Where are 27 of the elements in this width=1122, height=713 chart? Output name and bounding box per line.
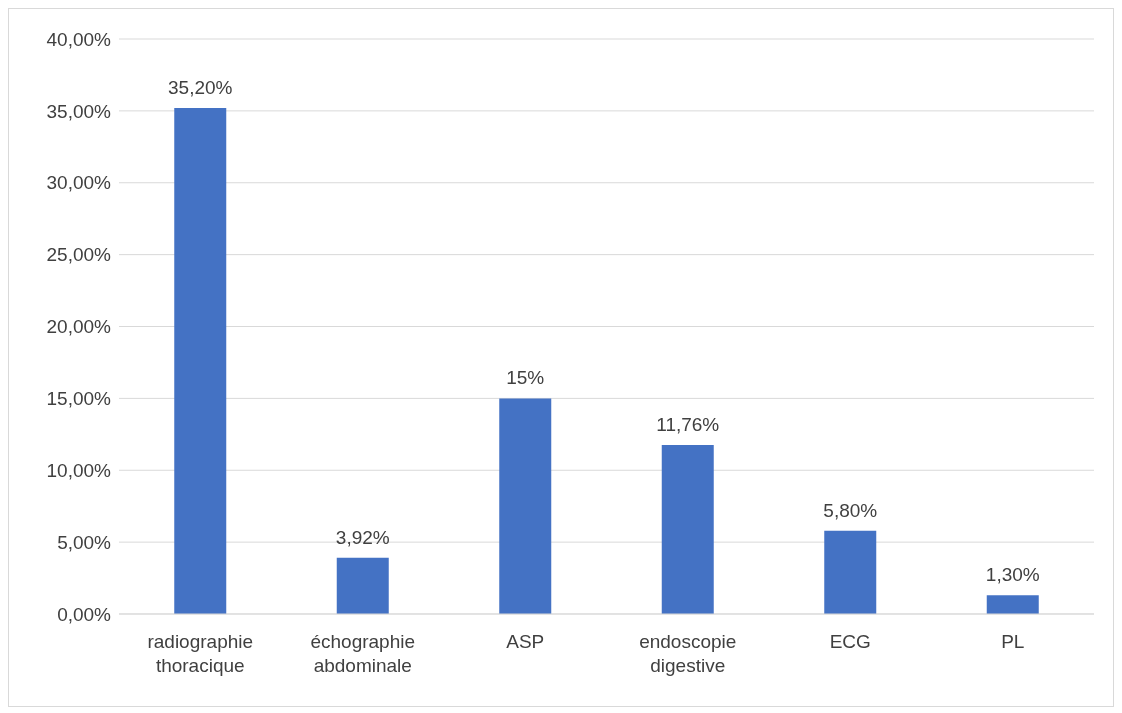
x-tick-label: ASP — [506, 631, 545, 652]
y-tick-label: 15,00% — [46, 388, 112, 410]
y-tick-label: 25,00% — [46, 244, 112, 266]
data-label: 1,30% — [985, 564, 1040, 586]
y-tick-label: 20,00% — [46, 316, 112, 338]
bar — [824, 530, 877, 614]
y-tick-label: 30,00% — [46, 172, 112, 194]
y-tick-label: 10,00% — [46, 459, 112, 481]
bar — [499, 398, 552, 614]
data-label: 11,76% — [656, 413, 720, 435]
x-tick-label: endoscopie digestive — [639, 631, 737, 676]
bar — [986, 595, 1039, 614]
data-label: 3,92% — [335, 526, 390, 548]
x-tick-label: ECG — [829, 631, 871, 652]
bar — [336, 557, 389, 614]
y-tick-label: 5,00% — [57, 531, 112, 553]
bar — [174, 108, 227, 614]
y-tick-label: 35,00% — [46, 100, 112, 122]
data-label: 35,20% — [168, 77, 233, 98]
data-label: 15% — [506, 367, 545, 389]
bar — [661, 444, 714, 614]
data-label: 5,80% — [823, 499, 878, 521]
y-tick-label: 0,00% — [57, 603, 112, 625]
x-tick-label: radiographie thoracique — [147, 631, 254, 676]
x-tick-label: échographie abdominale — [310, 631, 416, 676]
y-tick-label: 40,00% — [46, 28, 112, 50]
x-tick-label: PL — [1001, 631, 1025, 652]
